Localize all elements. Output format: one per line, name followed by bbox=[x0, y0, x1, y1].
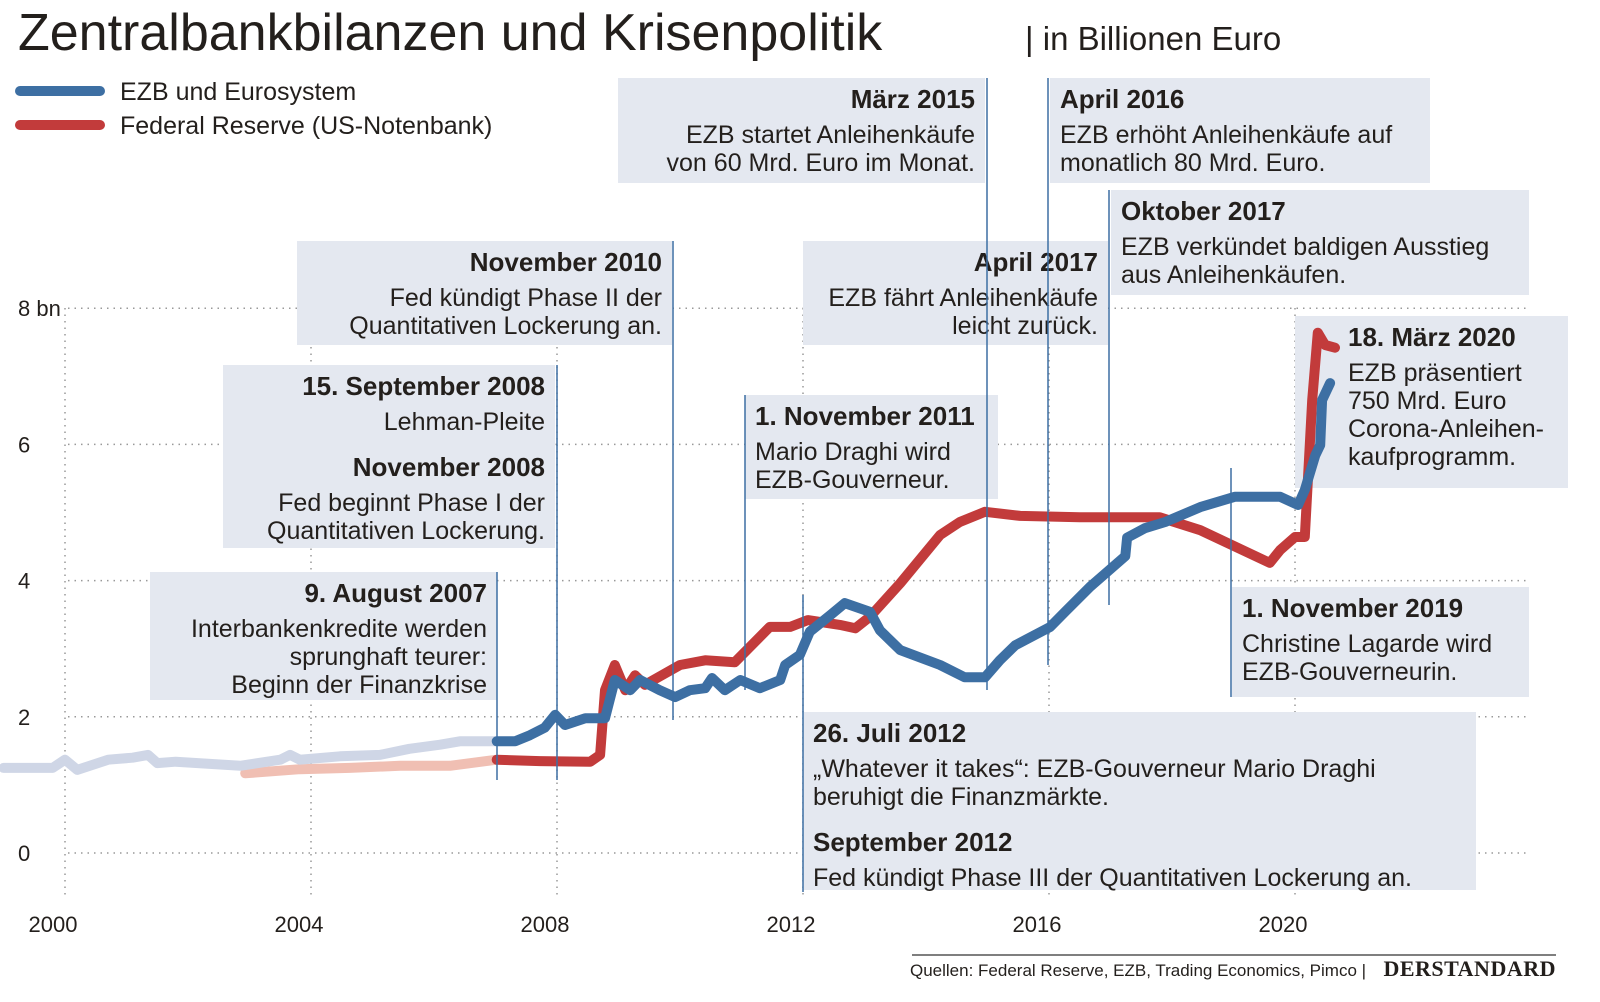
annotation-box bbox=[223, 365, 555, 548]
annotation-box bbox=[1232, 587, 1529, 697]
x-tick-label: 2000 bbox=[29, 912, 78, 937]
annotation: 9. August 2007 Interbankenkredite werdens… bbox=[150, 572, 497, 700]
annotation-text: Quantitativen Lockerung an. bbox=[349, 312, 662, 340]
x-tick-label: 2008 bbox=[521, 912, 570, 937]
annotation-text: Christine Lagarde wird bbox=[1242, 630, 1492, 658]
annotation-heading: April 2016 bbox=[1060, 84, 1184, 114]
annotation-text: EZB-Gouverneurin. bbox=[1242, 658, 1457, 686]
x-tick-label: 2004 bbox=[275, 912, 324, 937]
annotation-text: EZB erhöht Anleihenkäufe auf bbox=[1060, 121, 1392, 149]
series-lines bbox=[0, 327, 1340, 779]
annotation: November 2010 Fed kündigt Phase II derQua… bbox=[297, 241, 672, 345]
annotation-text: monatlich 80 Mrd. Euro. bbox=[1060, 149, 1325, 177]
axis-labels: 0 2 4 6 8 bn 2000 2004 2008 2012 2016 2020 bbox=[18, 296, 1307, 937]
annotation-heading: September 2012 bbox=[813, 827, 1012, 857]
annotation-boxes: 9. August 2007 Interbankenkredite werdens… bbox=[150, 78, 1568, 892]
annotation-heading: Oktober 2017 bbox=[1121, 196, 1286, 226]
y-tick-label: 6 bbox=[18, 432, 30, 457]
x-tick-label: 2016 bbox=[1013, 912, 1062, 937]
series-line-faded-0 bbox=[0, 736, 502, 775]
annotation: 1. November 2011 Mario Draghi wirdEZB-Gou… bbox=[745, 395, 998, 499]
annotation-heading: 26. Juli 2012 bbox=[813, 718, 966, 748]
annotation-box bbox=[803, 241, 1108, 345]
annotation-text: beruhigt die Finanzmärkte. bbox=[813, 783, 1109, 811]
annotation-text: aus Anleihenkäufen. bbox=[1121, 261, 1346, 289]
annotation-box bbox=[150, 572, 497, 700]
legend-label-fed: Federal Reserve (US-Notenbank) bbox=[120, 112, 492, 140]
annotation: April 2016 EZB erhöht Anleihenkäufe aufmo… bbox=[1050, 78, 1430, 183]
annotation-text: 750 Mrd. Euro bbox=[1348, 387, 1506, 415]
annotation-heading: 1. November 2011 bbox=[755, 401, 975, 431]
annotation-text: Beginn der Finanzkrise bbox=[231, 671, 487, 699]
y-tick-label: 0 bbox=[18, 841, 30, 866]
annotation-heading: 18. März 2020 bbox=[1348, 322, 1516, 352]
x-tick-label: 2020 bbox=[1259, 912, 1308, 937]
annotation-box bbox=[618, 78, 985, 183]
annotation-text: sprunghaft teurer: bbox=[290, 643, 487, 671]
annotation-heading: 9. August 2007 bbox=[304, 578, 487, 608]
annotation-text: Interbankenkredite werden bbox=[191, 615, 487, 643]
annotation-box bbox=[803, 712, 1476, 890]
annotation-heading: November 2010 bbox=[470, 247, 662, 277]
annotation: 1. November 2019 Christine Lagarde wirdEZ… bbox=[1232, 587, 1529, 697]
annotation-text: Lehman-Pleite bbox=[384, 408, 545, 436]
annotation-box bbox=[1111, 190, 1529, 295]
annotation-text: Fed kündigt Phase II der bbox=[390, 284, 662, 312]
annotation-heading: November 2008 bbox=[353, 452, 545, 482]
brand-logo: DERSTANDARD bbox=[1383, 956, 1556, 981]
annotation: 15. September 2008 Lehman-Pleite November … bbox=[223, 365, 555, 548]
annotation-text: EZB fährt Anleihenkäufe bbox=[828, 284, 1098, 312]
annotation-text: EZB-Gouverneur. bbox=[755, 466, 950, 494]
annotation-text: Fed kündigt Phase III der Quantitativen … bbox=[813, 864, 1412, 892]
annotation-box bbox=[745, 395, 998, 499]
legend: EZB und Eurosystem Federal Reserve (US-N… bbox=[15, 78, 492, 140]
series-line-faded-1 bbox=[240, 754, 502, 779]
annotation-text: EZB startet Anleihenkäufe bbox=[686, 121, 975, 149]
annotation-text: Corona-Anleihen- bbox=[1348, 415, 1544, 443]
x-tick-label: 2012 bbox=[767, 912, 816, 937]
annotation: 26. Juli 2012 „Whatever it takes“: EZB-Go… bbox=[803, 712, 1476, 892]
legend-label-ecb: EZB und Eurosystem bbox=[120, 78, 356, 106]
annotation-heading: 15. September 2008 bbox=[302, 371, 545, 401]
event-lines bbox=[496, 78, 1232, 892]
annotation-box bbox=[1295, 316, 1568, 488]
annotation-text: Mario Draghi wird bbox=[755, 438, 951, 466]
y-tick-label: 8 bn bbox=[18, 296, 61, 321]
annotation-heading: April 2017 bbox=[974, 247, 1098, 277]
annotation-box bbox=[1050, 78, 1430, 183]
y-tick-label: 4 bbox=[18, 569, 30, 594]
chart-title: Zentralbankbilanzen und Krisenpolitik bbox=[18, 4, 883, 62]
source-note: Quellen: Federal Reserve, EZB, Trading E… bbox=[910, 961, 1366, 980]
annotation: April 2017 EZB fährt Anleihenkäufeleicht … bbox=[803, 241, 1108, 345]
series-line-0 bbox=[491, 378, 1336, 747]
annotation-heading: 1. November 2019 bbox=[1242, 593, 1463, 623]
annotation-box bbox=[297, 241, 672, 345]
annotation-text: von 60 Mrd. Euro im Monat. bbox=[667, 149, 975, 177]
annotation-text: leicht zurück. bbox=[952, 312, 1098, 340]
annotation-heading: März 2015 bbox=[851, 84, 975, 114]
annotation-text: Fed beginnt Phase I der bbox=[278, 489, 545, 517]
chart-subtitle: | in Billionen Euro bbox=[1025, 20, 1281, 57]
annotation: Oktober 2017 EZB verkündet baldigen Ausst… bbox=[1111, 190, 1529, 295]
annotation-text: Quantitativen Lockerung. bbox=[267, 517, 545, 545]
annotation-text: kaufprogramm. bbox=[1348, 443, 1516, 471]
annotation-text: EZB verkündet baldigen Ausstieg bbox=[1121, 233, 1489, 261]
annotation-text: „Whatever it takes“: EZB-Gouverneur Mari… bbox=[813, 755, 1376, 783]
annotation-text: EZB präsentiert bbox=[1348, 359, 1522, 387]
y-tick-label: 2 bbox=[18, 705, 30, 730]
